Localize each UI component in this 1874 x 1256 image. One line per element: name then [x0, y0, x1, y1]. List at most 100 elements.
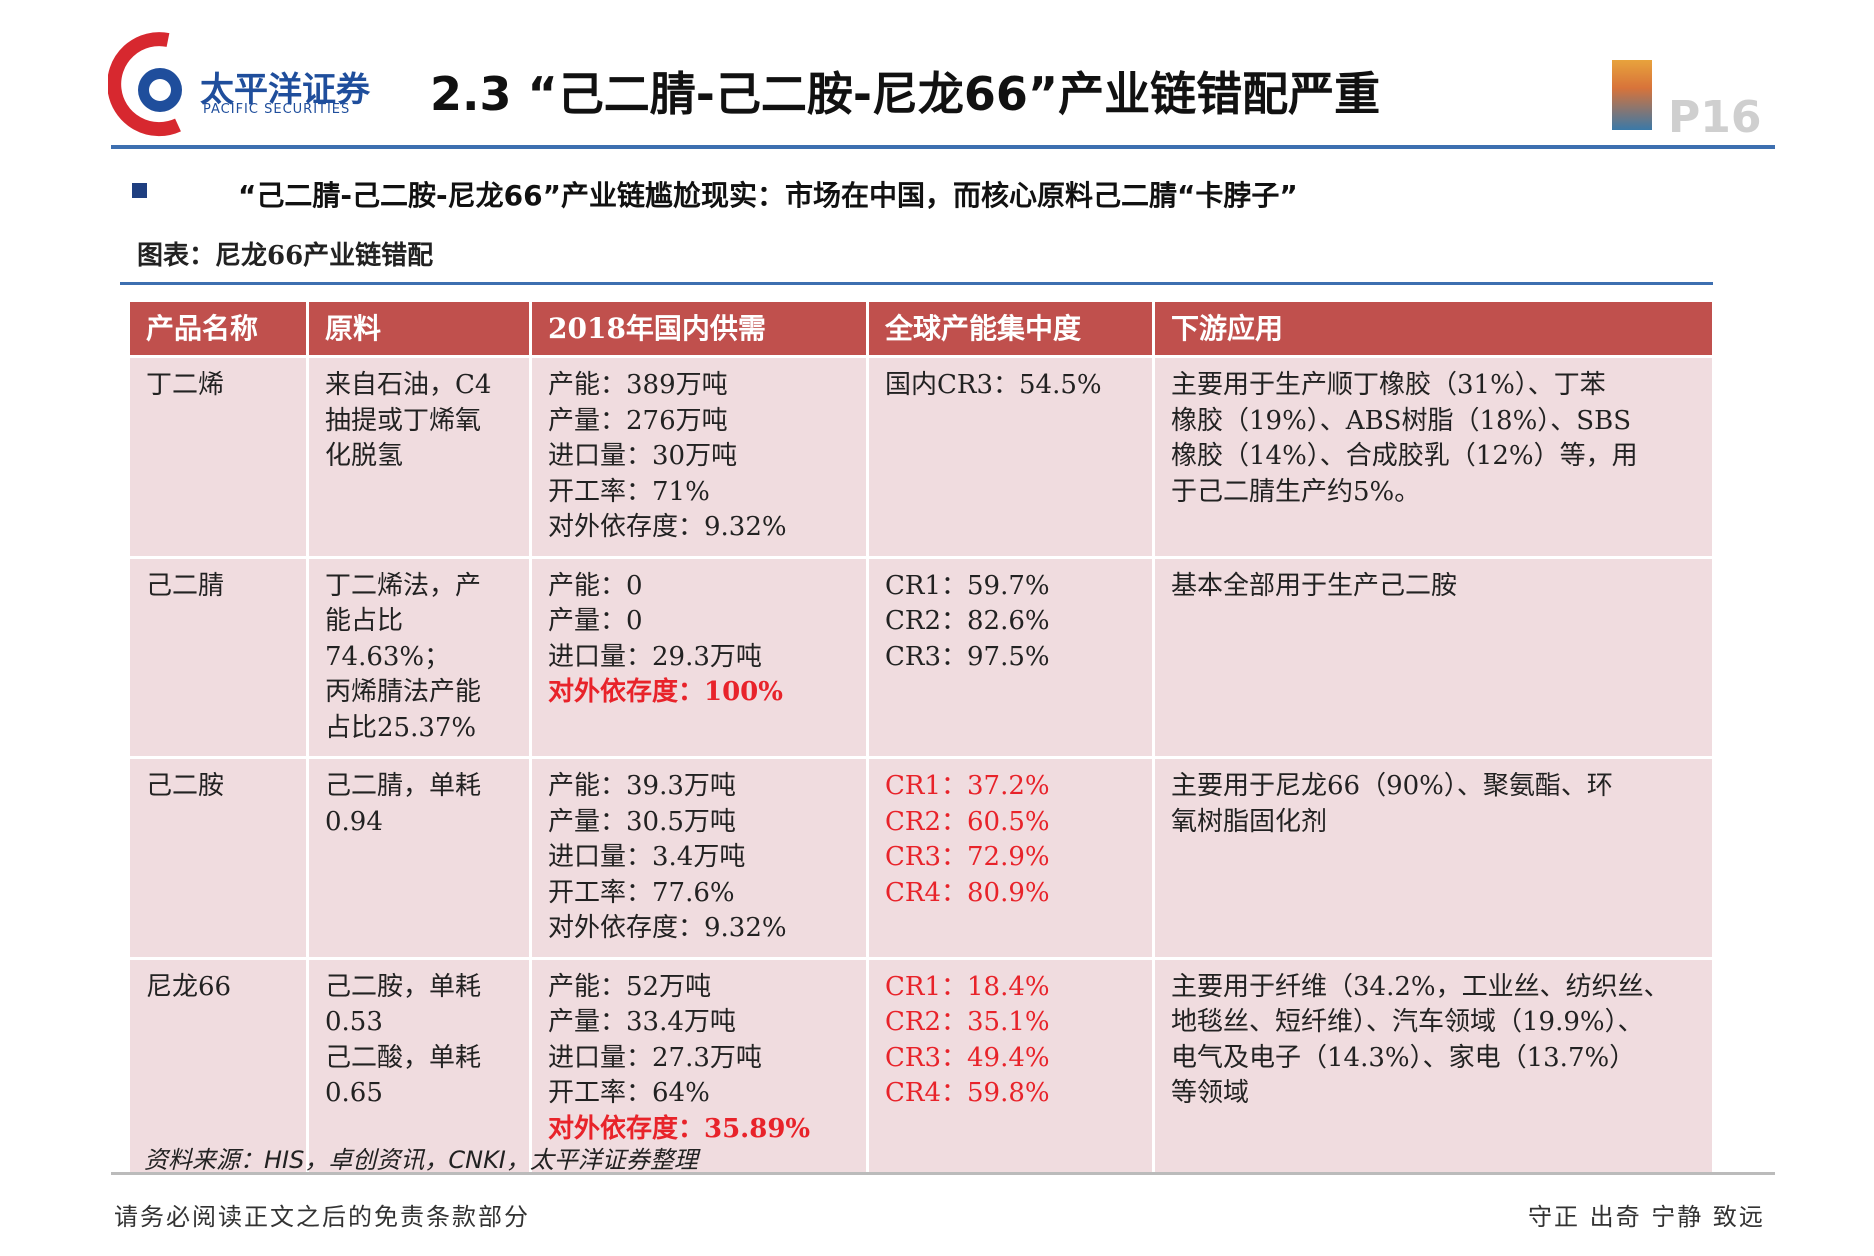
cell-line: 对外依存度：9.32%: [548, 913, 787, 943]
cell-line: 占比25.37%: [325, 712, 477, 743]
table-cell: 国内CR3：54.5%: [869, 358, 1152, 556]
cell-line: 化脱氢: [325, 441, 404, 471]
caption-rule: [120, 282, 1713, 285]
header-cell: 原料: [309, 302, 529, 355]
table-cell: CR1：37.2% CR2：60.5% CR3：72.9% CR4：80.9%: [869, 759, 1152, 957]
table-cell: CR1：59.7% CR2：82.6% CR3：97.5%: [869, 558, 1152, 756]
cell-line: 抽提或丁烯氧: [325, 405, 482, 436]
caption: 图表：尼龙66产业链错配: [137, 241, 434, 271]
cell-line: 产能：52万吨: [548, 971, 712, 1002]
table-cell: 产能：0 产量：0 进口量：29.3万吨 对外依存度：100%: [532, 558, 866, 756]
table-cell: 丁二烯: [130, 358, 306, 556]
cell-line: 地毯丝、短纤维）、汽车领域（19.9%）、: [1171, 1007, 1644, 1037]
logo-en: PACIFIC SECURITIES: [203, 102, 351, 117]
page-number: P16: [1668, 92, 1762, 143]
table: 产品名称 原料 2018年国内供需 全球产能集中度 下游应用丁二烯 来自石油，C4 抽提或丁…: [127, 299, 1715, 1177]
cell-line: CR1：59.7%: [885, 570, 1050, 601]
cell-line: 国内CR3：54.5%: [885, 370, 1102, 400]
cell-line: 产量：276万吨: [548, 405, 728, 436]
header-rule: [111, 145, 1775, 149]
cell-line: CR4：59.8%: [885, 1078, 1050, 1108]
cell-line: 主要用于生产顺丁橡胶（31%）、丁苯: [1171, 370, 1606, 400]
table-row: 己二胺 己二腈，单耗 0.94 产能：39.3万吨 产量：30.5万吨 进口量：3.4万吨…: [130, 759, 1712, 957]
cell-line: 橡胶（14%）、合成胶乳（12%）等，用: [1171, 441, 1638, 471]
cell-line: 产能：389万吨: [548, 370, 728, 400]
header-cell: 全球产能集中度: [869, 302, 1152, 355]
header-image: [1612, 60, 1652, 130]
table-cell: 己二胺: [130, 759, 306, 957]
cell-line: 产能：39.3万吨: [548, 771, 736, 801]
cell-line: CR2：35.1%: [885, 1007, 1050, 1037]
cell-line: 产量：30.5万吨: [548, 806, 736, 837]
table-cell: 己二腈: [130, 558, 306, 756]
cell-line: 己二胺: [146, 771, 225, 801]
cell-line: 主要用于纤维（34.2%，工业丝、纺织丝、: [1171, 971, 1670, 1002]
cell-line: 丙烯腈法产能: [325, 677, 482, 707]
table-cell: 产能：52万吨 产量：33.4万吨 进口量：27.3万吨 开工率：64% 对外依存度：3…: [532, 959, 866, 1174]
cell-line: 产量：0: [548, 606, 643, 636]
cell-line: CR2：60.5%: [885, 806, 1050, 837]
table-row: 尼龙66 己二胺，单耗 0.53 己二酸，单耗 0.65 产能：52万吨 产量：33.4万吨…: [130, 959, 1712, 1174]
bullet-icon: [132, 183, 147, 198]
cell-line: 主要用于尼龙66（90%）、聚氨酯、环: [1171, 771, 1613, 801]
cell-line: 丁二烯法，产: [325, 570, 482, 601]
cell-line: 产能：0: [548, 570, 643, 601]
table-cell: 基本全部用于生产己二胺: [1155, 558, 1712, 756]
cell-line: 己二腈，单耗: [325, 771, 482, 801]
cell-line: CR1：37.2%: [885, 771, 1050, 801]
table-cell: 己二胺，单耗 0.53 己二酸，单耗 0.65: [309, 959, 529, 1174]
cell-line: 橡胶（19%）、ABS树脂（18%）、SBS: [1171, 405, 1632, 436]
cell-line: 对外依存度：9.32%: [548, 512, 787, 542]
cell-line: 产量：33.4万吨: [548, 1007, 736, 1037]
logo-mark: [108, 32, 182, 137]
footer-rule: [111, 1172, 1775, 1175]
cell-line: 进口量：30万吨: [548, 441, 738, 471]
header-cell: 下游应用: [1155, 302, 1712, 355]
cell-line: CR1：18.4%: [885, 971, 1050, 1002]
table-cell: 尼龙66: [130, 959, 306, 1174]
table-row: 丁二烯 来自石油，C4 抽提或丁烯氧 化脱氢 产能：389万吨 产量：276万吨 进口量：3…: [130, 358, 1712, 556]
cell-line: 开工率：77.6%: [548, 877, 735, 908]
cell-line: CR4：80.9%: [885, 877, 1050, 908]
cell-line: 尼龙66: [146, 971, 232, 1002]
cell-line: 0.53: [325, 1007, 383, 1037]
header-cell: 产品名称: [130, 302, 306, 355]
cell-line: 来自石油，C4: [325, 370, 492, 400]
cell-line: 对外依存度：35.89%: [548, 1113, 811, 1144]
bullet-text: “己二腈-己二胺-尼龙66”产业链尴尬现实：市场在中国，而核心原料己二腈“卡脖子…: [238, 179, 1298, 212]
source: 资料来源：HIS，卓创资讯，CNKI，太平洋证券整理: [144, 1146, 698, 1174]
cell-line: 0.94: [325, 806, 383, 837]
cell-line: CR3：72.9%: [885, 842, 1050, 872]
table-cell: 丁二烯法，产能占比74.63%； 丙烯腈法产能 占比25.37%: [309, 558, 529, 756]
cell-line: 进口量：29.3万吨: [548, 641, 762, 672]
table-cell: 主要用于纤维（34.2%，工业丝、纺织丝、 地毯丝、短纤维）、汽车领域（19.9%…: [1155, 959, 1712, 1174]
cell-line: 氧树脂固化剂: [1171, 806, 1328, 837]
table-cell: CR1：18.4% CR2：35.1% CR3：49.4% CR4：59.8%: [869, 959, 1152, 1174]
cell-line: CR2：82.6%: [885, 606, 1050, 636]
cell-line: 电气及电子（14.3%）、家电（13.7%）: [1171, 1042, 1636, 1073]
cell-line: 开工率：71%: [548, 476, 710, 507]
cell-line: CR3：49.4%: [885, 1042, 1050, 1073]
cell-line: 己二酸，单耗: [325, 1042, 482, 1073]
title: 2.3 “己二腈-己二胺-尼龙66”产业链错配严重: [430, 67, 1381, 121]
table-cell: 主要用于尼龙66（90%）、聚氨酯、环 氧树脂固化剂: [1155, 759, 1712, 957]
cell-line: 己二胺，单耗: [325, 971, 482, 1002]
cell-line: 基本全部用于生产己二胺: [1171, 570, 1458, 601]
motto: 守正 出奇 宁静 致远: [1528, 1203, 1765, 1231]
cell-line: 开工率：64%: [548, 1078, 710, 1108]
cell-line: 等领域: [1171, 1078, 1250, 1108]
table-cell: 主要用于生产顺丁橡胶（31%）、丁苯 橡胶（19%）、ABS树脂（18%）、SBS…: [1155, 358, 1712, 556]
header-cell: 2018年国内供需: [532, 302, 866, 355]
disclaimer: 请务必阅读正文之后的免责条款部分: [114, 1203, 530, 1231]
cell-line: 对外依存度：100%: [548, 677, 783, 707]
cell-line: 丁二烯: [146, 370, 225, 400]
table-cell: 产能：39.3万吨 产量：30.5万吨 进口量：3.4万吨 开工率：77.6% 对外依存…: [532, 759, 866, 957]
cell-line: 进口量：27.3万吨: [548, 1042, 762, 1073]
cell-line: 能占比74.63%；: [325, 606, 451, 672]
table-row: 己二腈 丁二烯法，产能占比74.63%； 丙烯腈法产能 占比25.37% 产能：0 产量：…: [130, 558, 1712, 756]
cell-line: 于己二腈生产约5%。: [1171, 476, 1421, 507]
logo-cn: 太平洋证券: [200, 70, 370, 110]
table-cell: 产能：389万吨 产量：276万吨 进口量：30万吨 开工率：71% 对外依存度：9.3…: [532, 358, 866, 556]
cell-line: 己二腈: [146, 570, 225, 601]
